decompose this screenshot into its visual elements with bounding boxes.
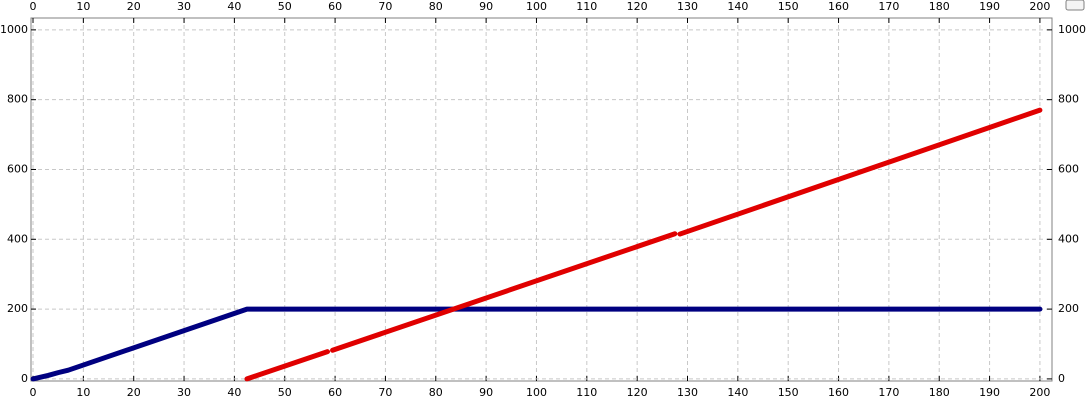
x-tick-label: 150 xyxy=(778,386,799,399)
y-tick-label-right: 400 xyxy=(1058,232,1079,245)
x-tick-label: 50 xyxy=(278,386,292,399)
x-tick-label: 70 xyxy=(378,386,392,399)
x-tick-label: 90 xyxy=(479,386,493,399)
x-tick-label: 190 xyxy=(979,386,1000,399)
x-tick-label: 80 xyxy=(429,386,443,399)
x-tick-label: 110 xyxy=(576,386,597,399)
series-line xyxy=(244,107,1043,382)
x-tick-label-top: 60 xyxy=(328,0,342,13)
y-tick-label: 0 xyxy=(21,372,28,385)
x-tick-label-top: 150 xyxy=(778,0,799,13)
x-tick-label-top: 20 xyxy=(127,0,141,13)
x-tick-label-top: 50 xyxy=(278,0,292,13)
x-tick-label: 180 xyxy=(929,386,950,399)
y-tick-label: 1000 xyxy=(0,23,28,36)
y-tick-label: 800 xyxy=(7,93,28,106)
y-tick-label-right: 600 xyxy=(1058,162,1079,175)
x-tick-label-top: 90 xyxy=(479,0,493,13)
x-tick-label-top: 40 xyxy=(227,0,241,13)
x-tick-label-top: 30 xyxy=(177,0,191,13)
x-tick-label-top: 200 xyxy=(1029,0,1050,13)
x-tick-label: 40 xyxy=(227,386,241,399)
x-tick-label-top: 170 xyxy=(878,0,899,13)
x-tick-label-top: 140 xyxy=(727,0,748,13)
corner-button[interactable] xyxy=(1065,0,1085,11)
x-tick-label: 20 xyxy=(127,386,141,399)
y-tick-label-right: 0 xyxy=(1058,372,1065,385)
x-tick-label: 160 xyxy=(828,386,849,399)
x-tick-label-top: 110 xyxy=(576,0,597,13)
x-tick-label: 140 xyxy=(727,386,748,399)
x-tick-label: 0 xyxy=(30,386,37,399)
y-tick-label: 200 xyxy=(7,302,28,315)
x-tick-label: 10 xyxy=(76,386,90,399)
x-tick-label-top: 0 xyxy=(30,0,37,13)
x-tick-label: 200 xyxy=(1029,386,1050,399)
y-tick-label-right: 200 xyxy=(1058,302,1079,315)
y-tick-label-right: 800 xyxy=(1058,93,1079,106)
x-tick-label: 60 xyxy=(328,386,342,399)
x-tick-label-top: 80 xyxy=(429,0,443,13)
x-tick-label-top: 120 xyxy=(627,0,648,13)
x-tick-label: 30 xyxy=(177,386,191,399)
x-tick-label-top: 160 xyxy=(828,0,849,13)
series-line xyxy=(30,306,1043,382)
y-tick-label: 600 xyxy=(7,162,28,175)
x-tick-label: 130 xyxy=(677,386,698,399)
x-tick-label-top: 180 xyxy=(929,0,950,13)
x-tick-label-top: 130 xyxy=(677,0,698,13)
x-tick-label: 120 xyxy=(627,386,648,399)
y-tick-label-right: 1000 xyxy=(1058,23,1086,36)
x-tick-label-top: 100 xyxy=(526,0,547,13)
x-tick-label: 170 xyxy=(878,386,899,399)
y-tick-label: 400 xyxy=(7,232,28,245)
x-tick-label-top: 10 xyxy=(76,0,90,13)
x-tick-label: 100 xyxy=(526,386,547,399)
plot-frame xyxy=(30,17,1053,382)
x-tick-label-top: 70 xyxy=(378,0,392,13)
x-tick-label-top: 190 xyxy=(979,0,1000,13)
